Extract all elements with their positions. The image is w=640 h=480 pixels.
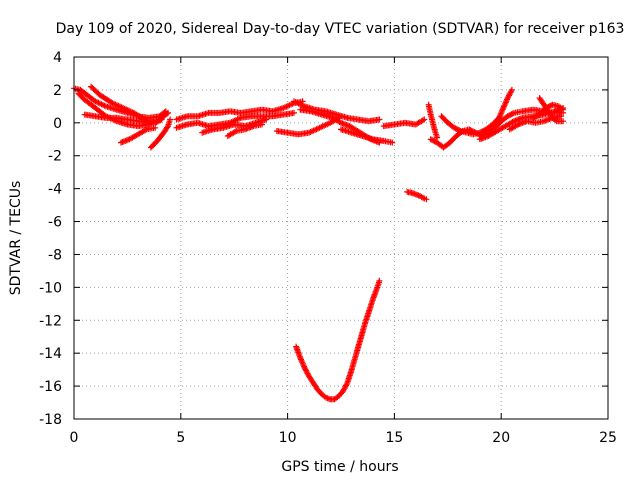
series-arc-11 [291, 98, 383, 125]
y-tick-label: -14 [39, 346, 62, 362]
data-point-marker [376, 277, 383, 284]
data-point-marker [560, 118, 567, 125]
series-arc-15 [380, 116, 428, 130]
x-tick-label: 10 [279, 430, 297, 446]
y-tick-label: -12 [39, 313, 62, 329]
series-arc-19 [476, 105, 567, 143]
data-point-marker [259, 121, 265, 128]
data-point-marker [423, 196, 430, 203]
y-tick-label: -18 [39, 412, 62, 428]
data-point-marker [558, 113, 564, 120]
series-arc-14 [338, 126, 396, 146]
x-tick-labels: 0 5 10 15 20 25 [70, 430, 617, 446]
chart-title: Day 109 of 2020, Sidereal Day-to-day VTE… [56, 21, 625, 37]
y-tick-labels: 4 2 0 -2 -4 -6 -8 -10 -12 -14 -16 -18 [39, 50, 62, 428]
x-tick-label: 20 [492, 430, 510, 446]
data-point-marker [509, 110, 516, 117]
series-arc-22 [506, 113, 564, 133]
x-tick-label: 5 [176, 430, 185, 446]
series-arc-5 [118, 124, 159, 146]
series-arc-24 [293, 277, 383, 403]
plot-frame [73, 56, 609, 420]
data-point-marker [508, 86, 515, 93]
x-tick-label: 15 [385, 430, 403, 446]
y-tick-label: -4 [48, 182, 62, 198]
y-tick-label: -10 [39, 280, 62, 296]
data-point-marker [152, 124, 159, 131]
series-arc-23 [404, 188, 430, 203]
series-arc-6 [147, 116, 174, 151]
data-layer [71, 83, 567, 403]
data-point-marker [263, 116, 270, 123]
y-tick-label: -2 [48, 149, 62, 165]
x-tick-label: 0 [70, 430, 79, 446]
series-arc-4 [81, 111, 152, 126]
y-tick-label: -16 [39, 379, 62, 395]
x-axis-label: GPS time / hours [281, 459, 398, 475]
series-arc-10 [224, 121, 265, 139]
series-arc-2 [88, 83, 165, 126]
y-tick-label: 0 [53, 116, 62, 132]
data-point-marker [165, 109, 171, 116]
x-tick-label: 25 [599, 430, 617, 446]
tick-layer [73, 56, 609, 420]
y-axis-label: SDTVAR / TECUs [8, 181, 24, 296]
y-tick-label: 4 [53, 50, 62, 66]
data-point-marker [389, 139, 396, 146]
data-point-marker [560, 106, 567, 113]
data-point-marker [558, 105, 565, 112]
data-point-marker [335, 114, 342, 121]
data-point-marker [167, 116, 174, 123]
data-point-marker [421, 116, 428, 123]
data-point-marker [376, 116, 383, 123]
y-tick-label: -6 [48, 215, 62, 231]
y-tick-label: 2 [53, 83, 62, 99]
series-arc-13 [273, 114, 342, 138]
data-point-marker [145, 119, 152, 126]
data-point-marker [163, 110, 170, 117]
data-point-marker [291, 109, 297, 116]
series-arc-18 [438, 86, 515, 138]
y-tick-label: -8 [48, 247, 62, 263]
series-arc-9 [199, 116, 270, 136]
